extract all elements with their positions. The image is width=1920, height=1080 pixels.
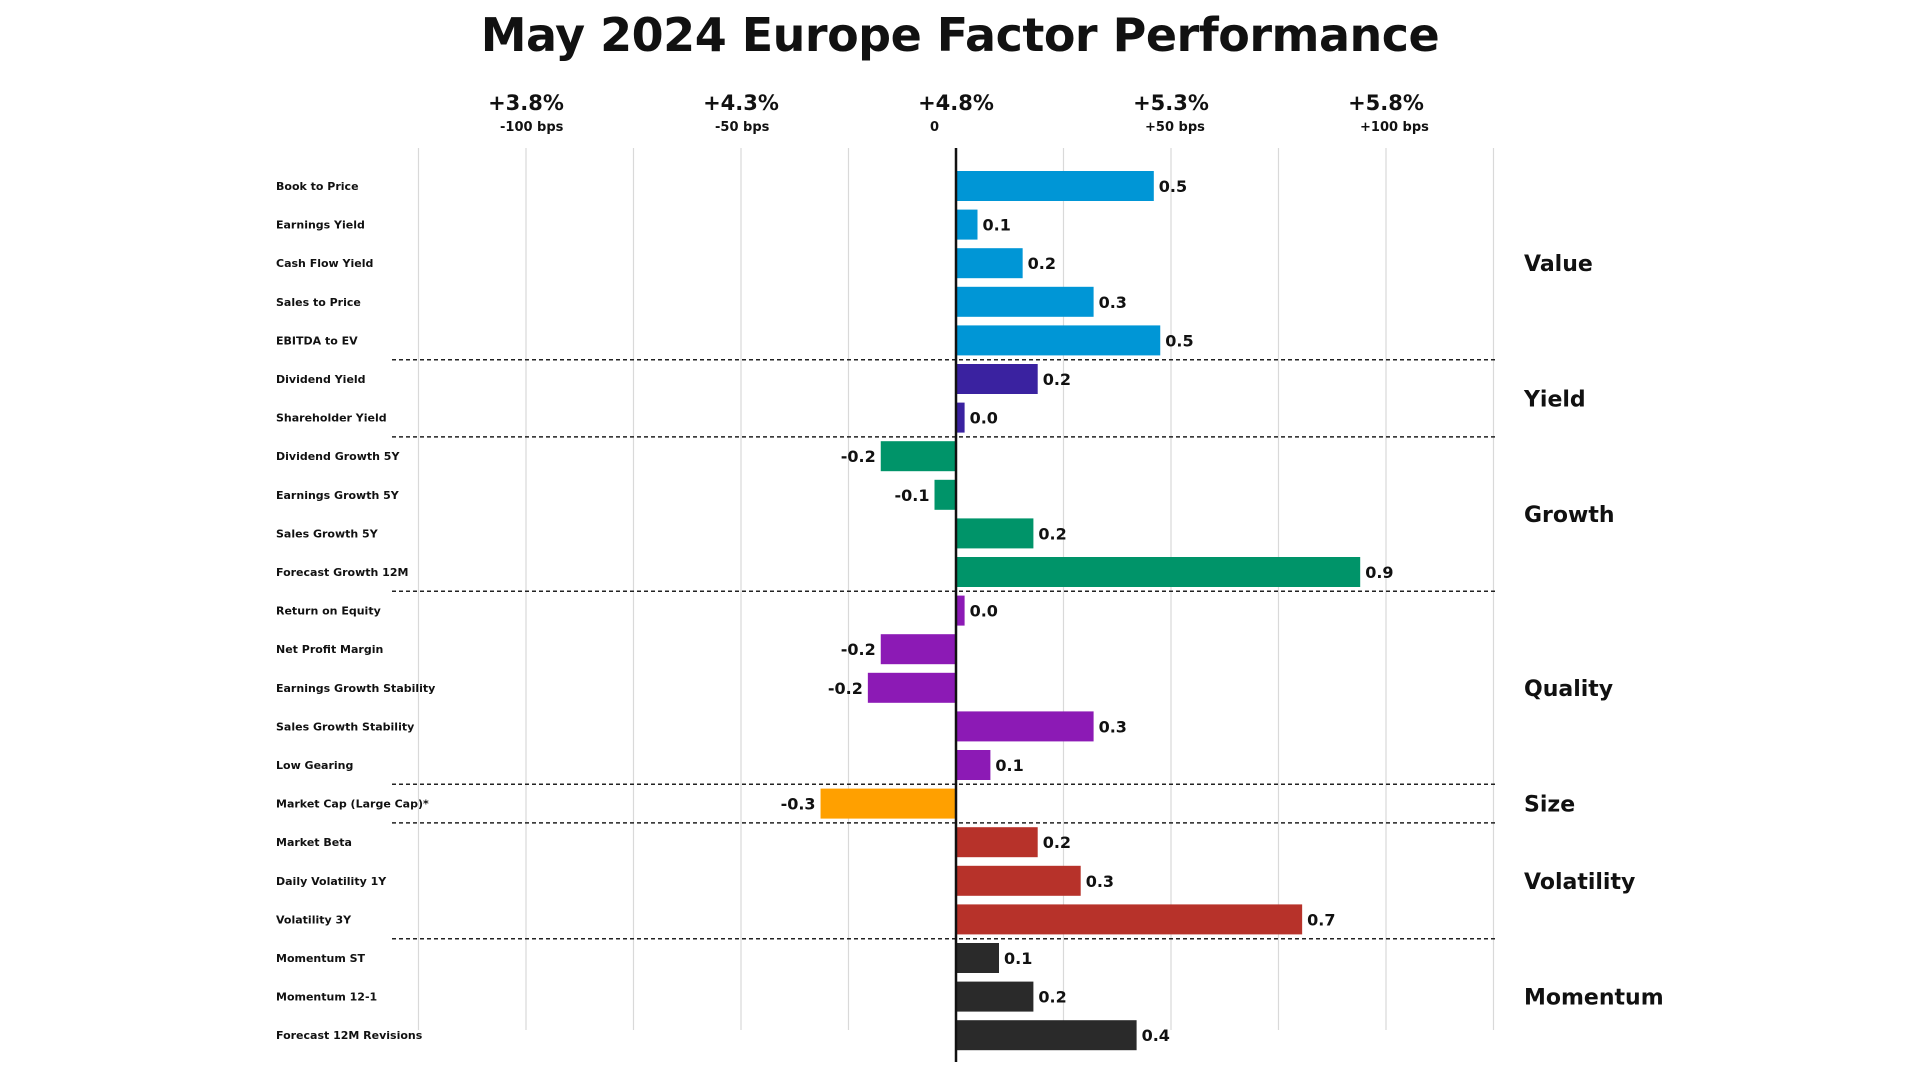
bar-11 (956, 595, 965, 626)
factor-label-9: Sales Growth 5Y (276, 527, 379, 540)
bar-15 (956, 750, 991, 780)
value-label-4: 0.5 (1165, 331, 1193, 350)
value-label-6: 0.0 (970, 409, 998, 428)
group-label-2: Growth (1524, 503, 1615, 528)
value-label-20: 0.1 (1004, 949, 1032, 968)
group-label-3: Quality (1524, 677, 1613, 702)
bar-13 (867, 672, 956, 703)
bar-14 (956, 711, 1094, 742)
factor-label-17: Market Beta (276, 836, 352, 849)
value-label-8: -0.1 (895, 486, 930, 505)
bar-10 (956, 557, 1361, 587)
value-label-16: -0.3 (781, 795, 816, 814)
x-tick-sublabel-4: +100 bps (1360, 120, 1429, 135)
factor-label-6: Shareholder Yield (276, 412, 387, 425)
value-label-9: 0.2 (1038, 524, 1066, 543)
factor-label-2: Cash Flow Yield (276, 257, 373, 270)
bar-5 (956, 364, 1038, 394)
factor-label-15: Low Gearing (276, 759, 353, 772)
group-label-0: Value (1524, 252, 1593, 277)
factor-label-18: Daily Volatility 1Y (276, 875, 387, 888)
bar-6 (956, 402, 965, 433)
factor-label-14: Sales Growth Stability (276, 720, 414, 733)
x-tick-label-1: +4.3% (703, 91, 779, 115)
x-tick-sublabel-3: +50 bps (1145, 120, 1205, 135)
value-label-2: 0.2 (1028, 254, 1056, 273)
x-tick-label-3: +5.3% (1133, 91, 1209, 115)
factor-label-4: EBITDA to EV (276, 334, 358, 347)
bar-8 (934, 479, 956, 510)
factor-label-11: Return on Equity (276, 605, 381, 618)
bar-20 (956, 943, 999, 973)
value-label-13: -0.2 (828, 679, 863, 698)
bar-4 (956, 325, 1161, 356)
bar-18 (956, 865, 1081, 896)
factor-label-3: Sales to Price (276, 296, 361, 309)
group-label-1: Yield (1523, 387, 1586, 412)
value-label-11: 0.0 (970, 602, 998, 621)
value-label-12: -0.2 (841, 640, 876, 659)
value-label-3: 0.3 (1099, 293, 1127, 312)
x-tick-sublabel-1: -50 bps (715, 120, 770, 135)
bar-1 (956, 209, 978, 240)
bar-21 (956, 981, 1034, 1012)
value-label-22: 0.4 (1142, 1026, 1170, 1045)
value-label-21: 0.2 (1038, 988, 1066, 1007)
bar-22 (956, 1020, 1137, 1051)
group-label-4: Size (1524, 793, 1575, 818)
value-label-7: -0.2 (841, 447, 876, 466)
group-label-5: Volatility (1524, 870, 1635, 895)
factor-label-16: Market Cap (Large Cap)* (276, 798, 429, 811)
factor-label-0: Book to Price (276, 180, 359, 193)
factor-label-10: Forecast Growth 12M (276, 566, 408, 579)
value-label-18: 0.3 (1086, 872, 1114, 891)
factor-label-13: Earnings Growth Stability (276, 682, 435, 695)
x-tick-label-2: +4.8% (918, 91, 994, 115)
x-tick-label-0: +3.8% (488, 91, 564, 115)
bar-19 (956, 904, 1303, 935)
value-label-14: 0.3 (1099, 717, 1127, 736)
bar-16 (820, 788, 956, 819)
factor-label-5: Dividend Yield (276, 373, 366, 386)
factor-label-1: Earnings Yield (276, 219, 365, 232)
chart-title: May 2024 Europe Factor Performance (480, 8, 1440, 62)
group-label-6: Momentum (1524, 986, 1664, 1011)
factor-label-12: Net Profit Margin (276, 643, 383, 656)
bar-17 (956, 827, 1038, 858)
bar-12 (880, 634, 956, 665)
bar-2 (956, 248, 1023, 279)
value-label-17: 0.2 (1043, 833, 1071, 852)
value-label-10: 0.9 (1365, 563, 1393, 582)
x-tick-label-4: +5.8% (1348, 91, 1424, 115)
bar-9 (956, 518, 1034, 549)
x-tick-sublabel-0: -100 bps (500, 120, 564, 135)
bar-3 (956, 286, 1094, 317)
value-label-1: 0.1 (983, 216, 1011, 235)
factor-label-7: Dividend Growth 5Y (276, 450, 400, 463)
factor-label-21: Momentum 12-1 (276, 991, 377, 1004)
value-label-5: 0.2 (1043, 370, 1071, 389)
value-label-15: 0.1 (995, 756, 1023, 775)
value-label-0: 0.5 (1159, 177, 1187, 196)
bar-0 (956, 171, 1154, 201)
factor-label-8: Earnings Growth 5Y (276, 489, 400, 502)
bar-7 (880, 441, 956, 472)
x-tick-sublabel-2: 0 (930, 120, 939, 135)
factor-label-22: Forecast 12M Revisions (276, 1029, 423, 1042)
factor-label-20: Momentum ST (276, 952, 366, 965)
value-label-19: 0.7 (1307, 910, 1335, 929)
factor-label-19: Volatility 3Y (276, 913, 352, 926)
